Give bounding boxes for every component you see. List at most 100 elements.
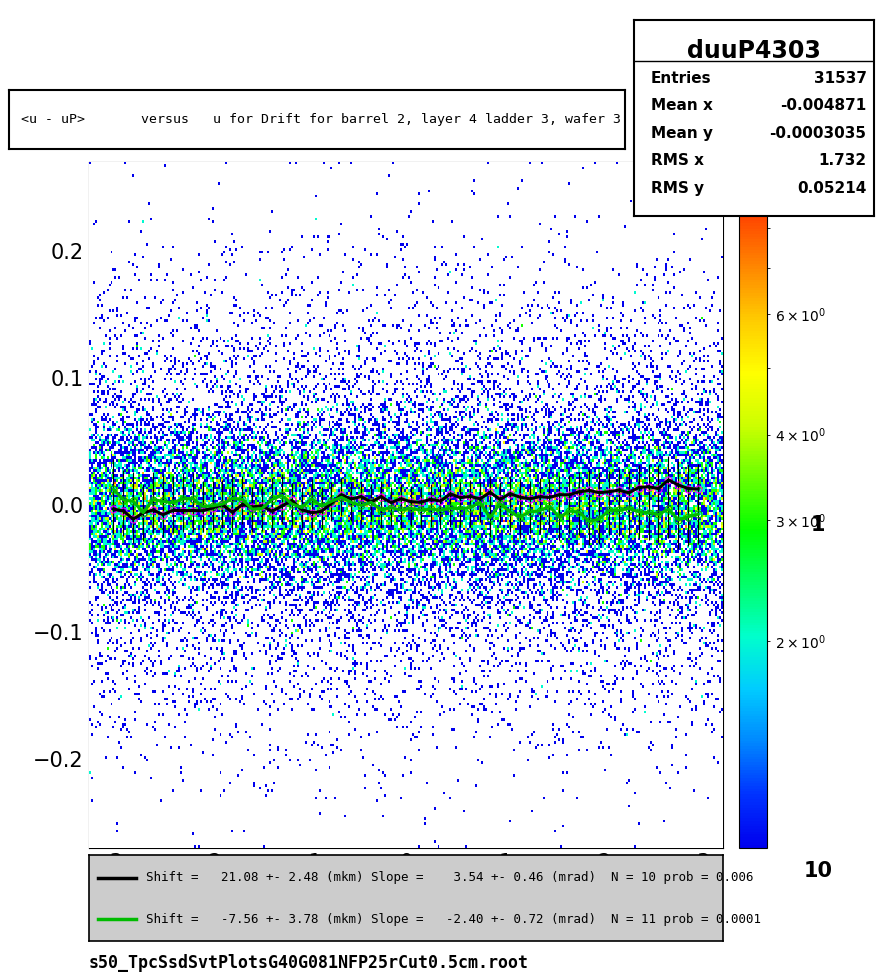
Point (556, 342, 571, 358)
Point (360, 783, 374, 799)
Point (461, 469, 475, 485)
Point (165, 349, 179, 365)
Point (409, 689, 424, 705)
Point (707, 789, 721, 805)
Point (361, 668, 375, 684)
Point (585, 662, 599, 678)
Point (175, 577, 189, 593)
Point (144, 273, 159, 289)
Point (525, 289, 540, 305)
Point (517, 329, 531, 345)
Point (271, 663, 285, 679)
Point (319, 742, 333, 758)
Point (258, 729, 272, 745)
Point (230, 339, 245, 355)
Point (210, 645, 224, 661)
Point (153, 762, 167, 778)
Point (168, 553, 183, 568)
Point (185, 277, 199, 293)
Point (408, 456, 423, 471)
Point (212, 730, 226, 746)
Point (594, 319, 608, 335)
Point (506, 185, 520, 201)
Point (676, 641, 690, 657)
Point (619, 698, 633, 713)
Point (518, 254, 532, 270)
Point (249, 197, 263, 213)
Point (209, 450, 223, 465)
Point (416, 457, 431, 472)
Point (268, 215, 282, 230)
Point (664, 807, 679, 822)
Point (176, 446, 190, 462)
Point (279, 535, 293, 551)
Point (617, 723, 631, 739)
Point (612, 518, 626, 534)
Point (323, 823, 337, 839)
Point (382, 531, 396, 547)
Point (385, 730, 399, 746)
Point (297, 386, 311, 402)
Point (681, 602, 696, 617)
Point (606, 710, 620, 726)
Point (346, 511, 360, 526)
Point (177, 273, 191, 289)
Point (161, 366, 175, 381)
Point (709, 475, 723, 491)
Point (607, 757, 621, 772)
Point (270, 569, 284, 585)
Point (350, 756, 364, 771)
Point (650, 437, 664, 453)
Point (243, 413, 257, 428)
Point (693, 224, 707, 240)
Point (610, 430, 625, 446)
Point (254, 430, 268, 446)
Point (187, 787, 201, 803)
Point (622, 535, 636, 551)
Point (308, 401, 323, 416)
Point (218, 437, 232, 453)
Point (358, 258, 372, 273)
Point (382, 760, 396, 775)
Point (135, 358, 149, 373)
Point (430, 678, 444, 694)
Point (693, 771, 707, 787)
Point (491, 573, 505, 589)
Point (546, 797, 560, 812)
Point (185, 635, 199, 651)
Point (350, 198, 364, 214)
Point (100, 638, 114, 654)
Point (407, 598, 421, 613)
Point (264, 201, 278, 217)
Point (97, 667, 112, 683)
Point (471, 155, 486, 171)
Point (243, 772, 257, 788)
Point (439, 226, 453, 242)
Point (373, 294, 387, 310)
Point (562, 514, 576, 530)
Point (239, 344, 253, 360)
Point (620, 189, 634, 205)
Point (578, 732, 592, 748)
Point (460, 511, 474, 526)
Point (296, 564, 310, 579)
Point (409, 588, 424, 604)
Point (703, 322, 718, 338)
Point (201, 297, 215, 313)
Point (168, 195, 183, 211)
Point (435, 223, 449, 239)
Point (247, 703, 261, 718)
Point (377, 780, 391, 796)
Point (87, 621, 101, 637)
Point (403, 432, 417, 448)
Point (194, 179, 208, 195)
Point (406, 461, 420, 476)
Point (180, 620, 194, 636)
Point (269, 322, 284, 338)
Point (439, 553, 453, 568)
Point (553, 581, 567, 597)
Point (208, 486, 222, 502)
Point (182, 458, 196, 473)
Point (234, 460, 248, 475)
Point (650, 643, 664, 659)
